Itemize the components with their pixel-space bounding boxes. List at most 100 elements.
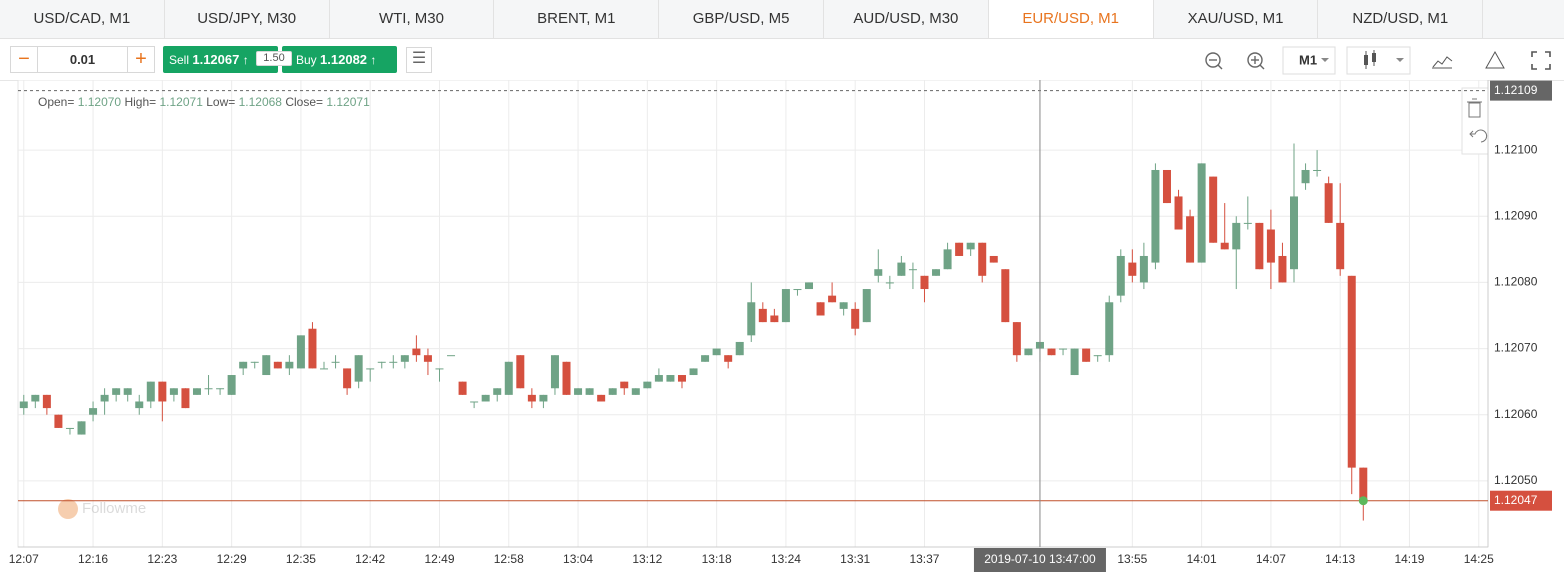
candle-body (389, 361, 398, 363)
candle-body (1024, 348, 1033, 356)
candle-body (654, 375, 663, 382)
x-tick-label: 13:12 (632, 552, 662, 566)
x-tick-label: 12:07 (9, 552, 39, 566)
candle-body (158, 381, 167, 402)
x-tick-label: 13:31 (840, 552, 870, 566)
sell-price: 1.12067 (192, 52, 240, 67)
candle-body (1336, 222, 1345, 270)
tab[interactable]: USD/JPY, M30 (165, 0, 330, 38)
last-price-label: 1.12047 (1494, 493, 1538, 507)
tab[interactable]: USD/CAD, M1 (0, 0, 165, 38)
watermark-text: Followme (82, 500, 146, 517)
x-tick-label: 13:24 (771, 552, 801, 566)
tab[interactable]: WTI, M30 (330, 0, 495, 38)
x-tick-label: 13:18 (702, 552, 732, 566)
candle-body (597, 394, 606, 402)
timeframe: M1 (1299, 52, 1317, 67)
candle-body (920, 275, 929, 290)
candle-body (1324, 183, 1333, 223)
candle-body (1186, 216, 1195, 263)
toolbar-icons: M1 (1205, 46, 1551, 75)
high-value: 1.12071 (159, 95, 203, 109)
candle-body (100, 394, 109, 402)
tab[interactable]: GBP/USD, M5 (659, 0, 824, 38)
x-tick-label: 12:49 (424, 552, 454, 566)
candle-body (885, 282, 894, 284)
indicators[interactable] (1432, 56, 1453, 68)
tab[interactable]: BRENT, M1 (494, 0, 660, 38)
candle-body (31, 394, 40, 402)
candle-body (112, 388, 121, 395)
candle-body (701, 355, 710, 362)
candle-body (1278, 255, 1287, 283)
tab[interactable]: AUD/USD, M30 (824, 0, 989, 38)
candle-body (828, 295, 837, 303)
candle-body (1174, 196, 1183, 230)
x-tick-label: 14:01 (1187, 552, 1217, 566)
undo-icon[interactable] (1469, 129, 1488, 143)
x-tick-label: 12:58 (494, 552, 524, 566)
candle-body (874, 269, 883, 276)
lot-minus[interactable]: − (10, 46, 38, 73)
tab-bar: USD/CAD, M1 USD/JPY, M30 WTI, M30 BRENT, M1… (0, 0, 1564, 39)
lot-input[interactable]: 0.01 (37, 46, 128, 73)
tab[interactable]: EUR/USD, M1 (988, 0, 1154, 38)
candle-body (239, 361, 248, 369)
candle-body (181, 388, 190, 409)
candle-body (1220, 242, 1229, 250)
candle-body (1047, 348, 1056, 356)
candle-body (458, 381, 467, 395)
x-tick-label: 13:37 (909, 552, 939, 566)
lot-plus[interactable]: + (127, 46, 155, 73)
candle-body (724, 355, 733, 362)
candle-body (423, 355, 432, 362)
zoom-out[interactable] (1205, 52, 1221, 68)
candle-body (1139, 255, 1148, 283)
candle-body (377, 361, 386, 363)
tab[interactable]: NZD/USD, M1 (1318, 0, 1484, 38)
candle-body (1116, 255, 1125, 296)
candle-body (493, 388, 502, 395)
candle-body (666, 375, 675, 382)
x-tick-label: 13:55 (1117, 552, 1147, 566)
last-price-box (1490, 490, 1552, 511)
side-tools (1461, 87, 1489, 155)
high-label: High= (124, 95, 156, 109)
candle-body (285, 361, 294, 369)
last-price-dot (1358, 496, 1368, 506)
candle-body (19, 401, 28, 409)
candle-body (366, 368, 375, 370)
x-tick-label: 12:35 (286, 552, 316, 566)
candle-body (216, 388, 225, 390)
y-tick-label: 1.12070 (1494, 341, 1538, 355)
x-tick-label: 13:04 (563, 552, 593, 566)
menu-button[interactable]: ☰ (406, 47, 432, 73)
buy-button[interactable]: Buy 1.12082 ↑ (282, 46, 397, 73)
candle-body (343, 368, 352, 389)
drawing-tools[interactable] (1485, 50, 1505, 69)
candle-body (550, 355, 559, 389)
candle-body (1151, 169, 1160, 263)
candle-body (1290, 196, 1299, 270)
candle-body (735, 341, 744, 356)
fullscreen[interactable] (1531, 51, 1551, 70)
candle-body (227, 375, 236, 395)
zoom-in[interactable] (1247, 52, 1263, 68)
x-tick-label: 12:16 (78, 552, 108, 566)
candle-body (400, 355, 409, 362)
candle-body (308, 328, 317, 369)
close-label: Close= (285, 95, 323, 109)
candle-body (897, 262, 906, 276)
candle-body (296, 335, 305, 369)
watermark: Followme (58, 499, 146, 519)
ohlc-header: Open= 1.12070 High= 1.12071 Low= 1.12068… (38, 95, 370, 109)
close-value: 1.12071 (326, 95, 370, 109)
y-tick-label: 1.12050 (1494, 473, 1538, 487)
y-tick-label: 1.12100 (1494, 142, 1538, 156)
tab[interactable]: XAU/USD, M1 (1154, 0, 1319, 38)
candle-body (747, 302, 756, 336)
candle-body (677, 375, 686, 382)
y-tick-label: 1.12060 (1494, 407, 1538, 421)
candle-body (504, 361, 513, 395)
trash-icon[interactable] (1467, 98, 1482, 118)
